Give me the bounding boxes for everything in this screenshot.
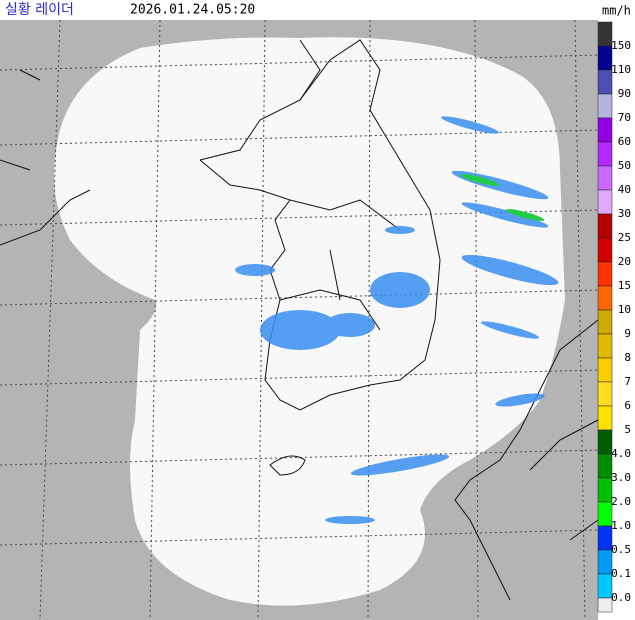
legend-swatch: [597, 477, 613, 503]
legend-swatch: [597, 165, 613, 191]
legend-label: 4.0: [611, 447, 631, 460]
legend-label: 8: [624, 351, 631, 364]
legend-label: 20: [618, 255, 631, 268]
coastlines: [0, 39, 599, 601]
legend-swatch: [597, 21, 613, 47]
legend-swatch: [597, 381, 613, 407]
legend-swatch: [597, 597, 613, 613]
legend-swatch: [597, 237, 613, 263]
legend-label: 0.5: [611, 543, 631, 556]
legend-swatch: [597, 285, 613, 311]
unit: mm/h: [602, 4, 631, 18]
legend-label: 7: [624, 375, 631, 388]
legend-label: 0.0: [611, 591, 631, 604]
legend-label: 3.0: [611, 471, 631, 484]
legend-label: 10: [618, 303, 631, 316]
legend-swatch: [597, 405, 613, 431]
legend-swatch: [597, 501, 613, 527]
legend-swatch: [597, 309, 613, 335]
legend-label: 25: [618, 231, 631, 244]
map: [0, 19, 599, 620]
legend-swatch: [597, 117, 613, 143]
precipitation-heavy: [460, 174, 545, 221]
legend-swatch: [597, 69, 613, 95]
legend-swatch: [597, 429, 613, 455]
title: 실황 레이더: [5, 2, 74, 18]
legend-swatch: [597, 573, 613, 599]
legend-label: 70: [618, 111, 631, 124]
legend-swatch: [597, 261, 613, 287]
legend-swatch: [597, 93, 613, 119]
legend-label: 90: [618, 87, 631, 100]
legend-label: 9: [624, 327, 631, 340]
legend-label: 60: [618, 135, 631, 148]
legend-swatch: [597, 453, 613, 479]
legend-label: 1.0: [611, 519, 631, 532]
legend: 150 110 90 70 60 50 40 30 25 20 15 10 9 8 7 6 5 4.0 3.0 2.0…: [597, 21, 631, 613]
legend-swatch: [597, 213, 613, 239]
top-bar: [0, 0, 635, 20]
legend-label: 30: [618, 207, 631, 220]
legend-label: 5: [624, 423, 631, 436]
legend-label: 15: [618, 279, 631, 292]
legend-label: 50: [618, 159, 631, 172]
legend-label: 40: [618, 183, 631, 196]
precipitation: [235, 116, 559, 524]
legend-label: 150: [611, 39, 631, 52]
legend-label: 6: [624, 399, 631, 412]
timestamp: 2026.01.24.05:20: [130, 3, 255, 18]
legend-label: 110: [611, 63, 631, 76]
legend-swatch: [597, 549, 613, 575]
legend-swatch: [597, 141, 613, 167]
legend-swatch: [597, 189, 613, 215]
legend-swatch: [597, 357, 613, 383]
legend-label: 2.0: [611, 495, 631, 508]
legend-swatch: [597, 45, 613, 71]
legend-swatch: [597, 525, 613, 551]
legend-label: 0.1: [611, 567, 631, 580]
legend-swatch: [597, 333, 613, 359]
